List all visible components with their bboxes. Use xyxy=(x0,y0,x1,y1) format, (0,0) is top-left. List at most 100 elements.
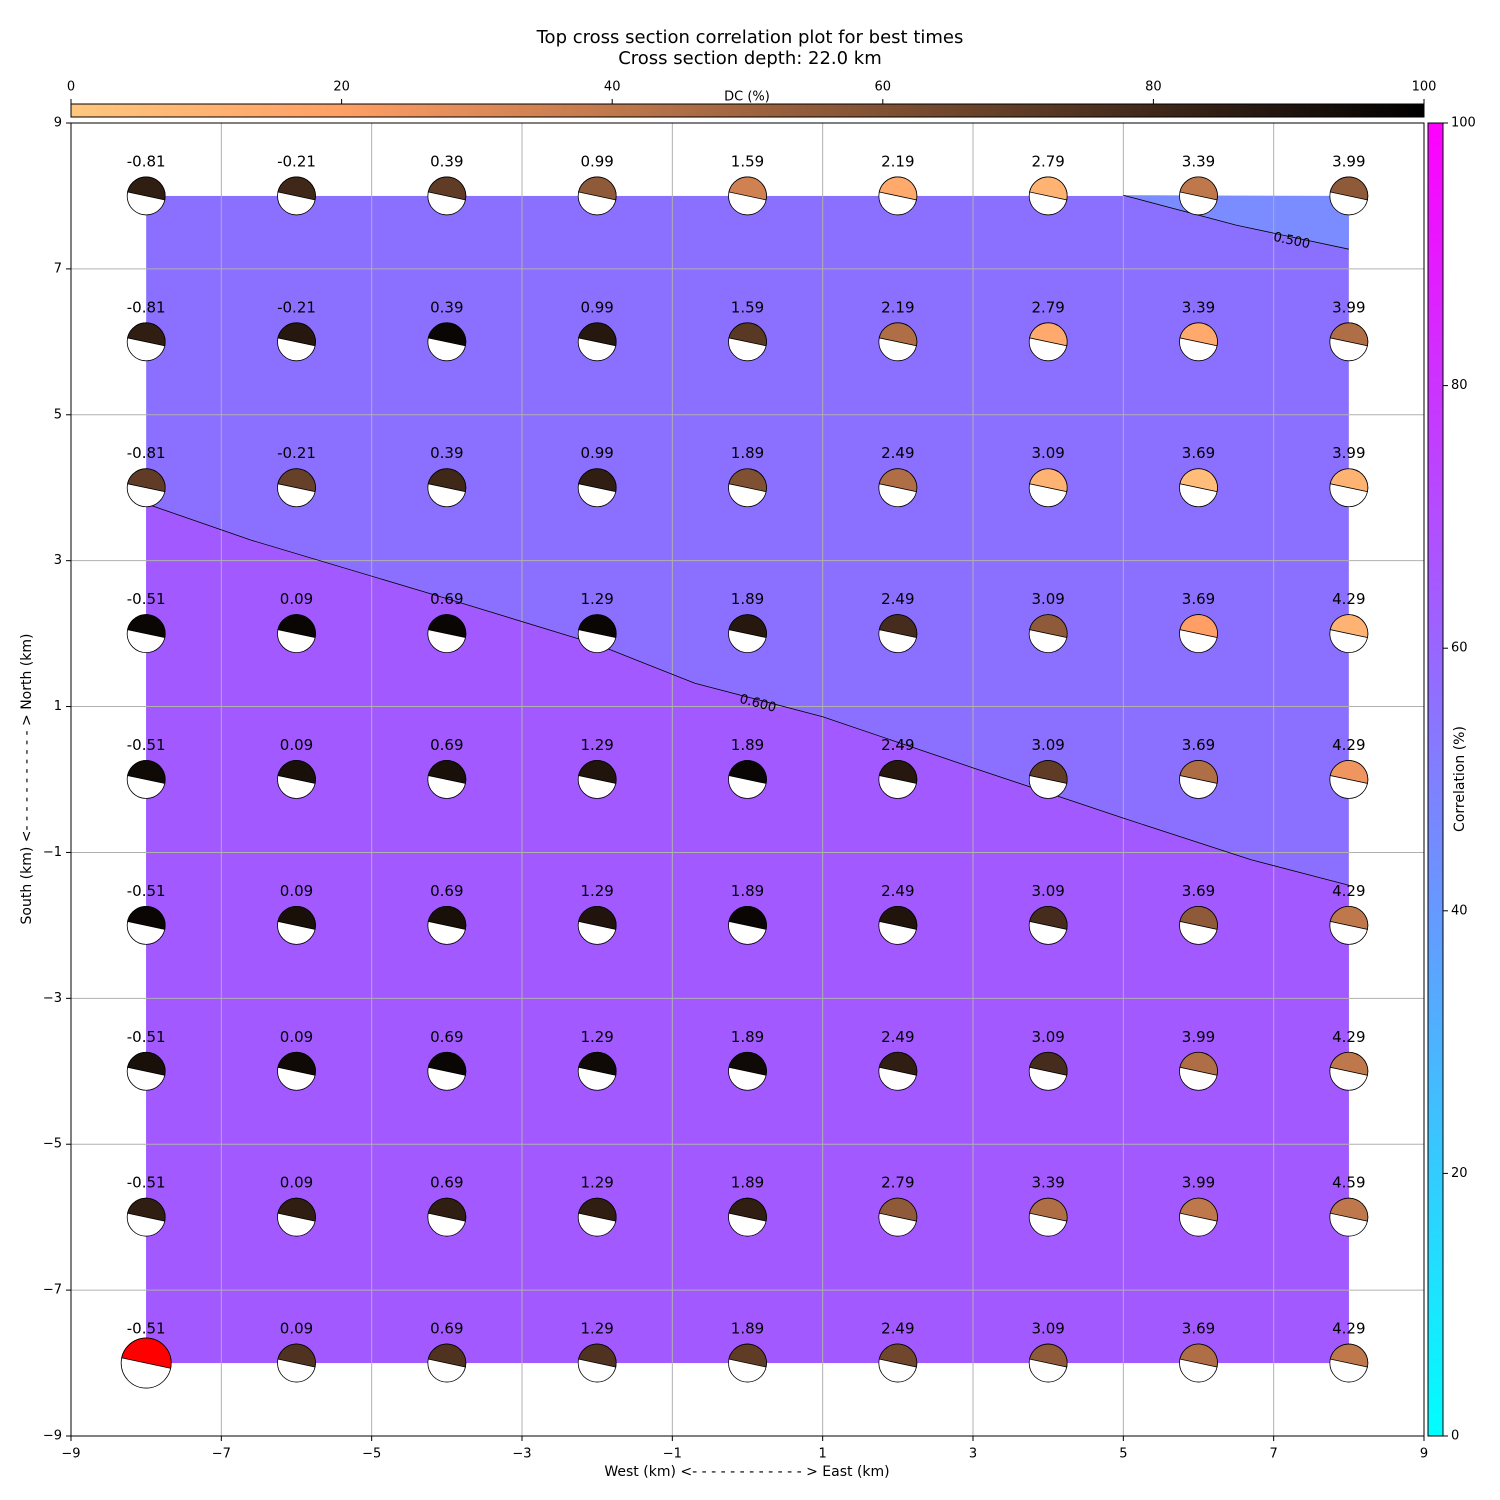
corr-tick-label: 80 xyxy=(1451,378,1468,393)
time-label: 0.69 xyxy=(430,1028,463,1046)
beachball-compression xyxy=(1179,468,1218,493)
beachball-compression xyxy=(1179,906,1218,930)
beachball-compression xyxy=(728,1343,767,1368)
y-tick-label: −1 xyxy=(43,845,62,860)
beachball-compression xyxy=(127,614,166,639)
beachball-compression xyxy=(728,760,767,784)
beachball xyxy=(1028,1343,1068,1383)
time-label: 2.49 xyxy=(881,590,914,608)
beachball xyxy=(126,1051,166,1091)
beachball-compression xyxy=(1329,1197,1369,1222)
time-label: -0.21 xyxy=(277,298,316,316)
beachball xyxy=(1329,322,1369,362)
beachball-compression xyxy=(728,176,767,201)
beachball xyxy=(728,322,767,362)
beachball-compression xyxy=(1029,614,1068,639)
beachball xyxy=(878,1343,918,1383)
y-tick-label: 9 xyxy=(54,116,62,131)
beachball-compression xyxy=(578,906,617,930)
beachball-compression xyxy=(427,322,467,347)
time-label: 1.29 xyxy=(580,590,613,608)
beachball xyxy=(277,1343,316,1383)
beachball xyxy=(878,614,918,654)
beachball xyxy=(427,176,467,216)
time-label: 3.09 xyxy=(1031,1028,1064,1046)
beachball xyxy=(126,1197,166,1237)
time-label: 3.09 xyxy=(1031,882,1064,900)
beachball-compression xyxy=(728,614,767,639)
beachball-compression xyxy=(1179,614,1218,639)
time-label: 3.99 xyxy=(1332,298,1365,316)
beachball-compression xyxy=(578,1343,617,1368)
time-label: -0.51 xyxy=(127,1320,166,1338)
time-label: -0.51 xyxy=(127,1174,166,1192)
beachball-compression xyxy=(121,1337,172,1369)
time-label: 0.69 xyxy=(430,736,463,754)
beachball-compression xyxy=(127,1197,166,1222)
time-label: 3.99 xyxy=(1332,152,1365,170)
beachball xyxy=(1028,614,1068,654)
beachball-compression xyxy=(1029,1051,1068,1076)
x-tick-label: −1 xyxy=(663,1447,682,1462)
beachball xyxy=(878,176,918,216)
beachball xyxy=(1179,1051,1218,1091)
beachball-compression xyxy=(1179,322,1218,347)
beachball xyxy=(126,905,166,945)
beachball xyxy=(878,905,918,945)
time-label: 1.89 xyxy=(731,736,764,754)
time-label: 4.29 xyxy=(1332,1028,1365,1046)
dc-colorbar xyxy=(70,103,1425,118)
beachball-compression xyxy=(277,1051,316,1076)
time-label: 0.09 xyxy=(280,1320,313,1338)
beachball xyxy=(1329,1051,1369,1091)
beachball-compression xyxy=(1329,1343,1369,1368)
time-label: 1.59 xyxy=(731,298,764,316)
beachball xyxy=(878,760,918,799)
beachball-compression xyxy=(1329,906,1369,930)
beachball-compression xyxy=(277,1197,316,1222)
beachball-compression xyxy=(1329,176,1369,201)
time-label: 2.49 xyxy=(881,736,914,754)
time-label: 1.29 xyxy=(580,736,613,754)
beachball-compression xyxy=(1029,322,1068,347)
time-label: 0.99 xyxy=(580,298,613,316)
beachball xyxy=(427,1197,467,1237)
corr-tick-label: 100 xyxy=(1451,116,1476,131)
beachball xyxy=(878,468,918,508)
y-tick-label: 7 xyxy=(54,261,62,276)
chart-subtitle: Cross section depth: 22.0 km xyxy=(618,48,882,69)
time-label: 3.69 xyxy=(1182,590,1215,608)
y-axis-label: South (km) <- - - - - - - - - - - > Nort… xyxy=(19,634,35,925)
time-label: -0.21 xyxy=(277,152,316,170)
beachball xyxy=(728,1343,767,1383)
x-tick-label: −9 xyxy=(61,1447,80,1462)
beachball-compression xyxy=(1029,468,1068,493)
beachball-compression xyxy=(277,614,316,639)
corr-tick-label: 40 xyxy=(1451,903,1468,918)
time-label: 3.09 xyxy=(1031,1320,1064,1338)
beachball xyxy=(728,1197,767,1237)
y-tick-label: 5 xyxy=(54,407,62,422)
beachball xyxy=(577,614,617,654)
time-label: -0.81 xyxy=(127,298,166,316)
x-axis-label: West (km) <- - - - - - - - - - - - > Eas… xyxy=(604,1464,889,1480)
time-label: 3.69 xyxy=(1182,1320,1215,1338)
beachball-compression xyxy=(1179,1052,1218,1076)
time-label: 0.69 xyxy=(430,882,463,900)
beachball-compression xyxy=(277,1343,316,1368)
beachball-compression xyxy=(578,760,617,784)
beachball xyxy=(577,176,617,216)
beachball-compression xyxy=(728,906,767,930)
time-label: 2.49 xyxy=(881,1028,914,1046)
beachball xyxy=(1329,905,1369,945)
beachball-compression xyxy=(728,1197,767,1222)
beachball-compression xyxy=(878,906,918,930)
time-label: 2.49 xyxy=(881,882,914,900)
beachball xyxy=(577,905,617,945)
beachball-compression xyxy=(728,468,767,493)
time-label: -0.51 xyxy=(127,590,166,608)
beachball xyxy=(1329,176,1369,216)
corr-colorbar-label: Correlation (%) xyxy=(1452,726,1468,832)
beachball xyxy=(277,176,316,216)
beachball xyxy=(277,322,316,362)
